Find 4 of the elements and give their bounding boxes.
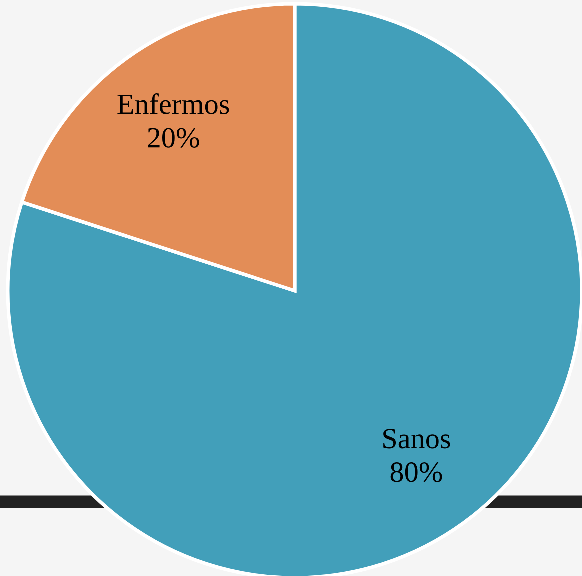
data-label: 20% — [148, 128, 200, 148]
slice-label: Enfermos — [118, 94, 230, 114]
slice-label: Sanos — [384, 429, 450, 449]
data-label: 80% — [390, 462, 442, 482]
